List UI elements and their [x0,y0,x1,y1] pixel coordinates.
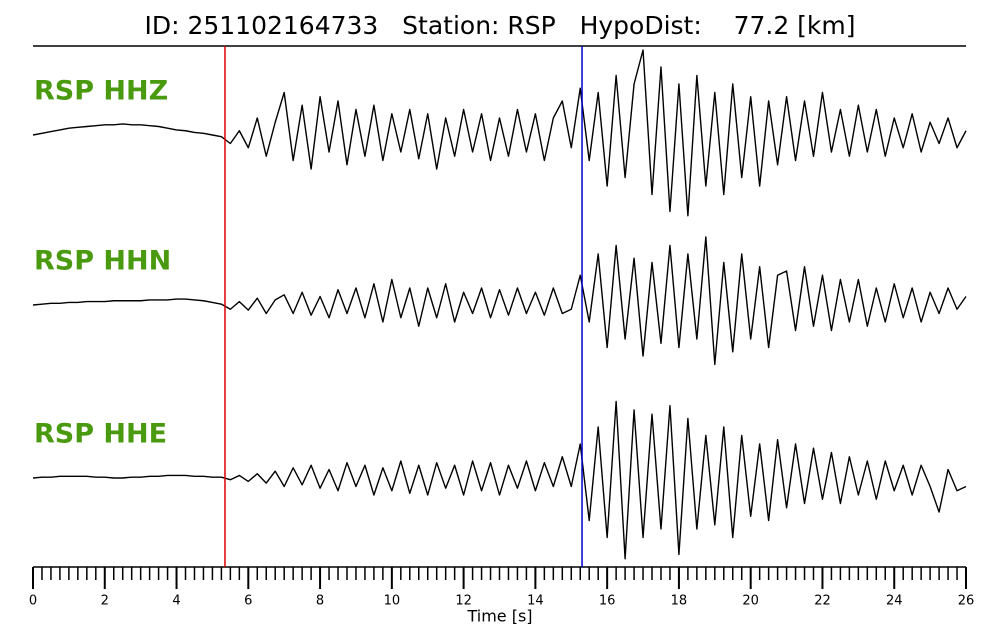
x-tick-label: 14 [527,594,544,609]
x-tick-label: 4 [172,594,180,609]
x-axis-label: Time [s] [466,607,532,626]
waveform [32,236,967,366]
x-tick-label: 20 [742,594,759,609]
trace-label: RSP HHE [34,419,167,450]
x-tick-label: 16 [599,594,616,609]
x-tick-label: 0 [29,594,37,609]
x-tick-label: 26 [958,594,975,609]
trace-label: RSP HHN [34,246,171,277]
x-tick-label: 24 [886,594,903,609]
x-tick-label: 10 [384,594,401,609]
waveform [32,400,967,560]
x-tick-label: 2 [101,594,109,609]
chart-title: ID: 251102164733 Station: RSP HypoDist: … [144,11,855,40]
x-tick-label: 6 [244,594,252,609]
trace-label: RSP HHZ [34,76,168,107]
waveform [32,49,967,217]
x-tick-label: 18 [671,594,688,609]
x-tick-label: 22 [814,594,831,609]
x-tick-label: 12 [455,594,472,609]
x-tick-label: 8 [316,594,324,609]
